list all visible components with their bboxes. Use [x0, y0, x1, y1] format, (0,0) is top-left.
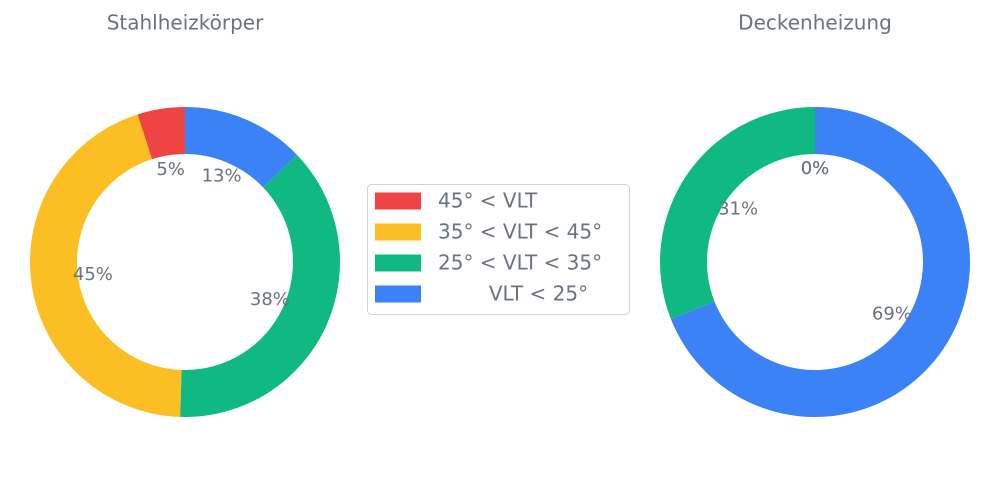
donut-segment [137, 107, 185, 160]
legend-swatch [375, 192, 421, 210]
value-label: 69% [872, 303, 912, 324]
donut-segment [670, 107, 971, 418]
value-label: 13% [202, 166, 242, 187]
value-label: 5% [156, 159, 185, 180]
value-label: 38% [250, 289, 290, 310]
legend-frame [367, 184, 630, 315]
donut-segment [660, 107, 815, 320]
donut-segment [185, 107, 298, 188]
legend-label: VLT < 25° [438, 282, 588, 306]
donut-segment [180, 154, 340, 417]
legend-swatch [375, 254, 421, 272]
value-label: 0% [801, 158, 830, 179]
chart-title: Stahlheizkörper [107, 11, 264, 35]
legend-label: 35° < VLT < 45° [438, 220, 602, 244]
donut-segment [29, 114, 182, 417]
legend-label: 45° < VLT [438, 189, 538, 213]
chart-title: Deckenheizung [738, 11, 892, 35]
legend-swatch [375, 285, 421, 303]
value-label: 31% [718, 199, 758, 220]
legend-swatch [375, 223, 421, 241]
value-label: 0% [801, 158, 830, 179]
value-label: 45% [73, 264, 113, 285]
legend-label: 25° < VLT < 35° [438, 251, 602, 275]
